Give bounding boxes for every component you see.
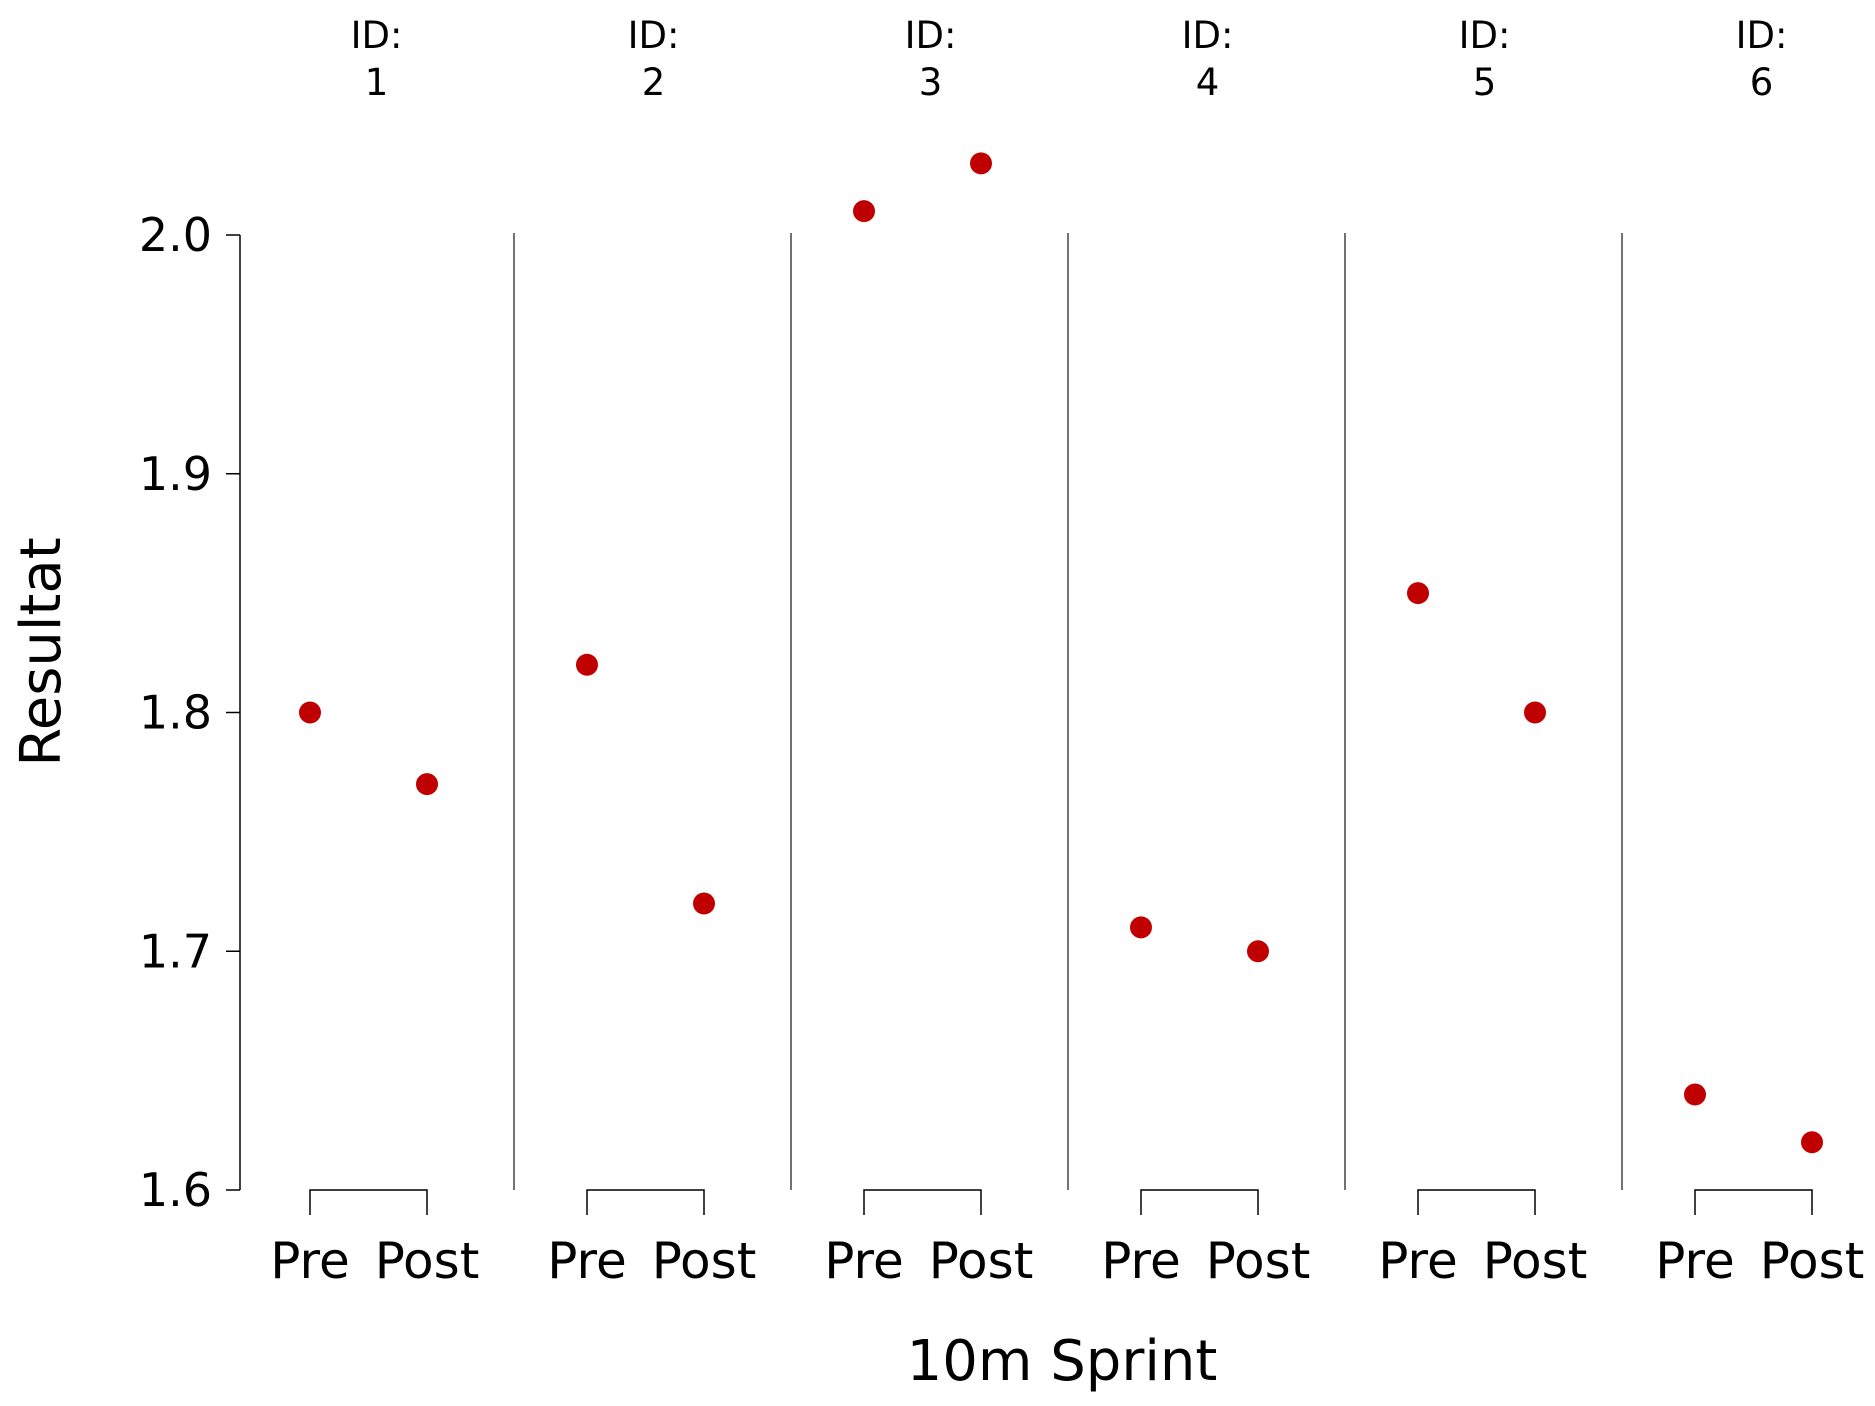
data-point: [576, 653, 598, 676]
x-axis-bracket: [309, 1189, 428, 1215]
y-tick-label: 1.7: [139, 924, 212, 978]
y-tick-label: 1.8: [139, 686, 212, 740]
data-point: [1524, 701, 1546, 724]
panel-label-id: 5: [1473, 61, 1497, 104]
panel-label-prefix: ID:: [628, 14, 680, 57]
x-tick-label: Post: [929, 1232, 1034, 1290]
x-tick-label: Post: [652, 1232, 757, 1290]
x-tick-label: Pre: [270, 1232, 350, 1290]
x-tick-label: Post: [1206, 1232, 1311, 1290]
panel-6: ID:6 Pre Post: [1655, 14, 1864, 1290]
x-axis-bracket: [1694, 1189, 1813, 1215]
data-point: [1130, 916, 1152, 939]
x-axis-bracket: [863, 1189, 982, 1215]
panel-4: ID:4 Pre Post: [1101, 14, 1310, 1290]
x-axis-bracket: [1417, 1189, 1536, 1215]
panel-label-prefix: ID:: [351, 14, 403, 57]
data-point: [970, 152, 992, 175]
x-tick-label: Pre: [1378, 1232, 1458, 1290]
x-tick-label: Pre: [1101, 1232, 1181, 1290]
panel-label-prefix: ID:: [1182, 14, 1234, 57]
y-tick-label: 1.9: [139, 447, 212, 501]
panel-label-id: 6: [1750, 61, 1774, 104]
panel-label-id: 2: [642, 61, 666, 104]
data-point: [1407, 582, 1429, 605]
x-axis-bracket: [1140, 1189, 1259, 1215]
y-tick-label: 1.6: [139, 1163, 212, 1217]
data-point: [1684, 1083, 1706, 1106]
data-point: [1247, 940, 1269, 963]
panel-label-id: 3: [919, 61, 943, 104]
x-tick-label: Post: [375, 1232, 480, 1290]
panel-2: ID:2 Pre Post: [547, 14, 756, 1290]
data-point: [693, 892, 715, 915]
panel-1: ID:1 Pre Post: [270, 14, 479, 1290]
x-tick-label: Post: [1760, 1232, 1865, 1290]
x-tick-label: Post: [1483, 1232, 1588, 1290]
panel-5: ID:5 Pre Post: [1378, 14, 1587, 1290]
panel-label-prefix: ID:: [1459, 14, 1511, 57]
x-tick-label: Pre: [824, 1232, 904, 1290]
data-point: [1801, 1131, 1823, 1154]
y-tick-label: 2.0: [139, 208, 212, 262]
panel-separators: [513, 233, 1623, 1190]
panel-label-id: 1: [365, 61, 389, 104]
x-axis-title: 10m Sprint: [907, 1329, 1218, 1394]
x-tick-label: Pre: [1655, 1232, 1735, 1290]
panel-label-id: 4: [1196, 61, 1220, 104]
data-point: [416, 773, 438, 796]
y-axis: 1.6 1.7 1.8 1.9 2.0: [139, 208, 241, 1217]
panel-label-prefix: ID:: [905, 14, 957, 57]
x-axis-bracket: [586, 1189, 705, 1215]
x-tick-label: Pre: [547, 1232, 627, 1290]
panel-3: ID:3 Pre Post: [824, 14, 1033, 1290]
panel-label-prefix: ID:: [1736, 14, 1788, 57]
y-axis-title: Resultat: [9, 537, 74, 766]
data-point: [299, 701, 321, 724]
data-point: [853, 200, 875, 223]
